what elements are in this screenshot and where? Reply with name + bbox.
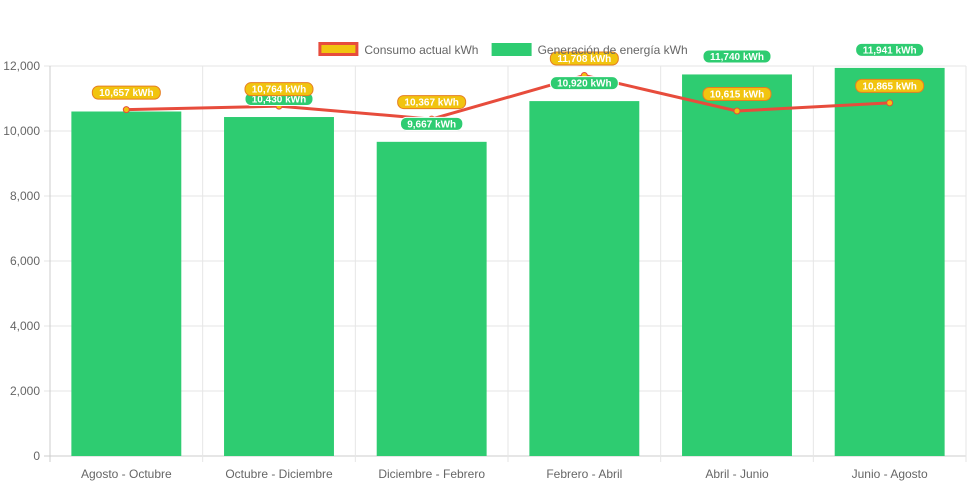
bar-series	[71, 67, 945, 457]
line-value-label-bg	[397, 95, 467, 110]
line-value-label-text: 10,865 kWh	[862, 81, 916, 92]
x-tick-label: Diciembre - Febrero	[378, 467, 485, 481]
line-value-label-bg	[549, 51, 619, 66]
legend-label: Consumo actual kWh	[364, 43, 478, 57]
data-labels: 10,430 kWh 9,667 kWh 10,920 kWh 11,740 kWh 1…	[91, 42, 925, 131]
bar-value-label-text: 10,920 kWh	[557, 79, 611, 90]
legend: Consumo actual kWh Generación de energía …	[318, 42, 688, 57]
line-value-label-text: 11,708 kWh	[557, 54, 611, 65]
y-tick-label: 10,000	[3, 124, 40, 138]
line-value-label: 10,367 kWh	[397, 95, 467, 110]
line-value-label-text: 10,615 kWh	[710, 90, 764, 101]
line-value-label: 10,865 kWh	[855, 78, 925, 93]
line-value-label-text: 10,764 kWh	[252, 85, 306, 96]
legend-item[interactable]: Generación de energía kWh	[491, 43, 688, 57]
bar	[682, 74, 792, 456]
bar-value-label-text: 10,430 kWh	[252, 95, 306, 106]
bar-value-label-bg	[702, 49, 772, 64]
x-tick-label: Febrero - Abril	[546, 467, 622, 481]
legend-swatch	[318, 42, 359, 56]
x-tick-label: Octubre - Diciembre	[225, 467, 333, 481]
line-point	[886, 99, 894, 107]
line-path	[126, 73, 890, 121]
y-tick-label: 2,000	[10, 384, 40, 398]
line-value-label-bg	[855, 78, 925, 93]
line-value-label-bg	[91, 85, 161, 100]
bar-value-label: 11,941 kWh	[855, 42, 925, 57]
line-value-label: 10,764 kWh	[244, 82, 314, 97]
grid-lines	[44, 65, 967, 462]
line-value-label: 11,708 kWh	[549, 51, 619, 66]
line-value-label: 10,657 kWh	[91, 85, 161, 100]
legend-label: Generación de energía kWh	[538, 43, 688, 57]
legend-swatch	[491, 43, 532, 56]
line-value-label-bg	[244, 82, 314, 97]
line-point	[122, 106, 130, 114]
line-value-label-text: 10,657 kWh	[99, 88, 153, 99]
bar-value-label: 11,740 kWh	[702, 49, 772, 64]
y-tick-label: 0	[33, 449, 40, 463]
bar-value-label-text: 11,740 kWh	[710, 52, 764, 63]
line-value-label-bg	[702, 87, 772, 102]
bar	[529, 101, 640, 456]
bar-value-label-text: 11,941 kWh	[863, 45, 917, 56]
bar-value-label-bg	[549, 76, 619, 91]
bar-value-label: 10,920 kWh	[549, 76, 619, 91]
y-tick-label: 4,000	[10, 319, 40, 333]
line-value-label: 10,615 kWh	[702, 87, 772, 102]
bar	[71, 111, 182, 456]
x-tick-label: Abril - Junio	[705, 467, 769, 481]
axes: 0 2,000 4,000 6,000 8,000 10,000 12,000 Agosto …	[3, 59, 928, 481]
bar-value-label-bg	[855, 42, 925, 57]
bar-value-label-bg	[399, 116, 464, 131]
y-tick-label: 12,000	[3, 59, 40, 73]
y-tick-label: 6,000	[10, 254, 40, 268]
line-point	[733, 107, 741, 115]
bar-value-label-text: 9,667 kWh	[407, 119, 456, 130]
bar-value-label: 9,667 kWh	[399, 116, 464, 131]
line-value-label-text: 10,367 kWh	[404, 98, 458, 109]
x-tick-label: Agosto - Octubre	[81, 467, 172, 481]
y-tick-label: 8,000	[10, 189, 40, 203]
legend-item[interactable]: Consumo actual kWh	[318, 42, 479, 57]
bar	[376, 141, 487, 456]
x-tick-label: Junio - Agosto	[852, 467, 928, 481]
bar	[224, 117, 334, 457]
bar	[834, 67, 945, 456]
